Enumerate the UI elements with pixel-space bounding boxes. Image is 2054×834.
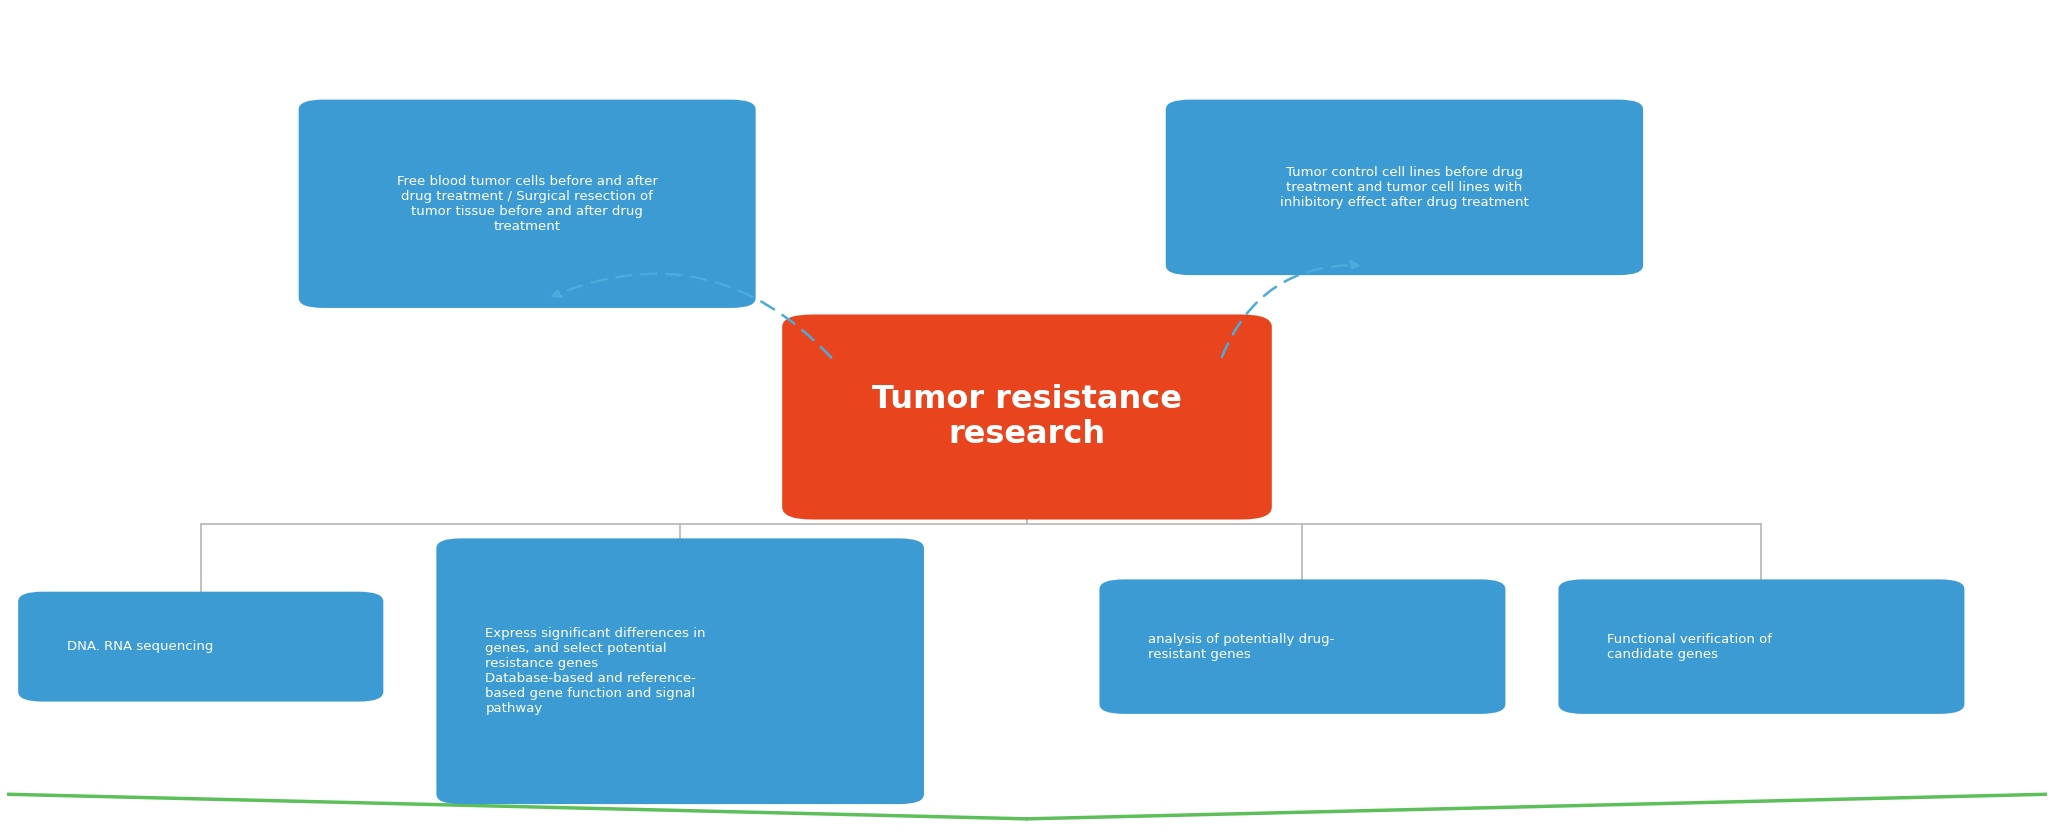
FancyBboxPatch shape xyxy=(18,591,384,701)
Text: Express significant differences in
genes, and select potential
resistance genes
: Express significant differences in genes… xyxy=(485,627,707,716)
Text: Functional verification of
candidate genes: Functional verification of candidate gen… xyxy=(1608,633,1773,661)
FancyBboxPatch shape xyxy=(783,314,1271,520)
Text: Free blood tumor cells before and after
drug treatment / Surgical resection of
t: Free blood tumor cells before and after … xyxy=(396,175,657,233)
Text: analysis of potentially drug-
resistant genes: analysis of potentially drug- resistant … xyxy=(1148,633,1335,661)
FancyBboxPatch shape xyxy=(1099,580,1506,714)
Text: Tumor control cell lines before drug
treatment and tumor cell lines with
inhibit: Tumor control cell lines before drug tre… xyxy=(1280,166,1528,208)
Text: Tumor resistance
research: Tumor resistance research xyxy=(873,384,1181,450)
FancyBboxPatch shape xyxy=(298,99,756,308)
FancyBboxPatch shape xyxy=(1167,99,1643,275)
Text: DNA. RNA sequencing: DNA. RNA sequencing xyxy=(68,641,214,653)
FancyBboxPatch shape xyxy=(1559,580,1964,714)
FancyBboxPatch shape xyxy=(435,539,924,804)
